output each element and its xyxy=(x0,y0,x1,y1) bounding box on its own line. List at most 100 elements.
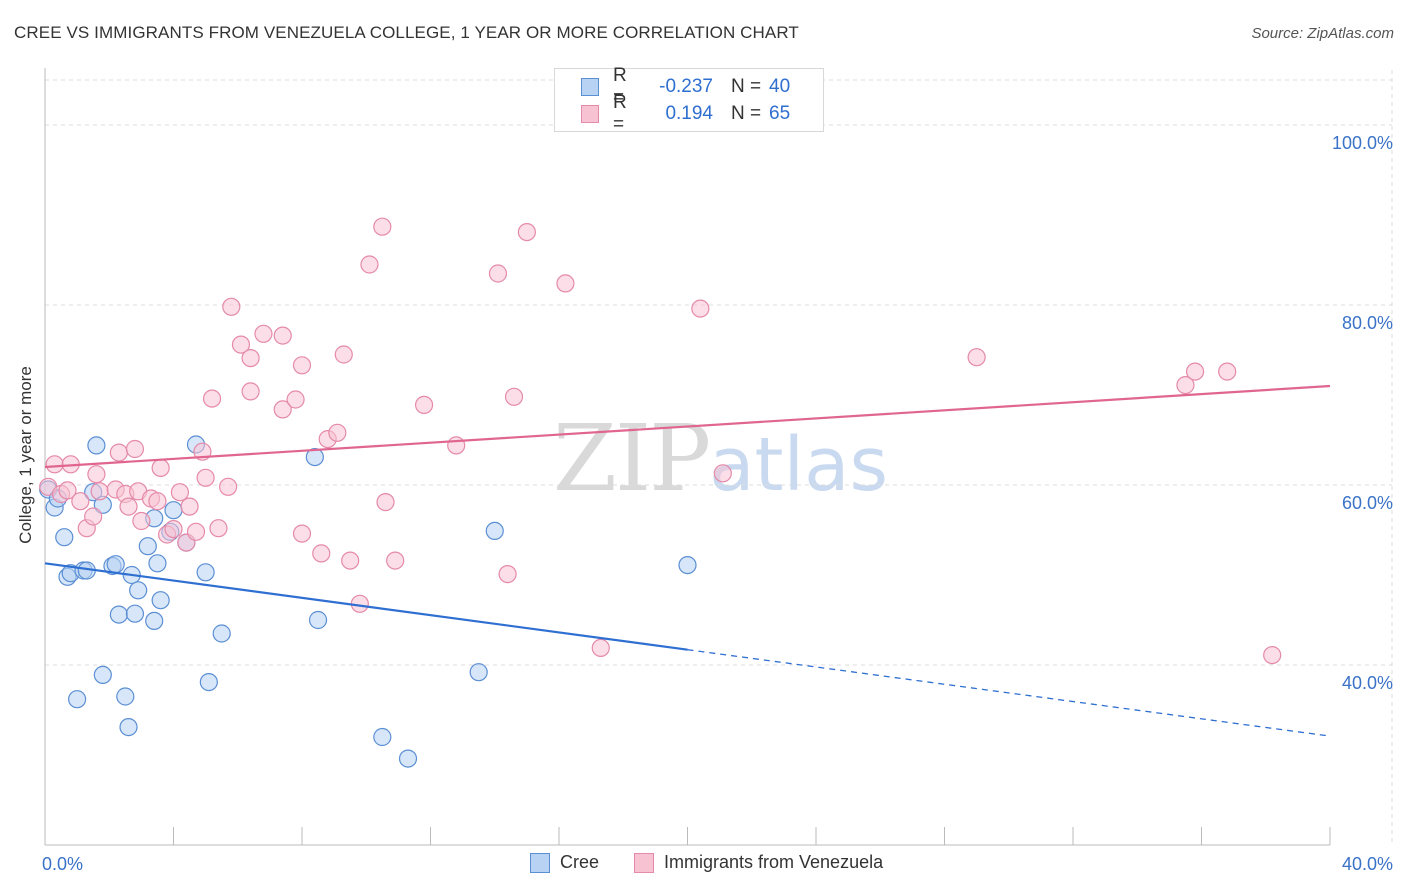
venezuela-point xyxy=(151,458,170,477)
cree-point xyxy=(373,727,392,747)
venezuela-point xyxy=(286,390,305,409)
axis-layer xyxy=(44,68,1331,846)
venezuela-point xyxy=(386,551,405,570)
cree-point xyxy=(87,436,106,455)
venezuela-point xyxy=(376,493,395,512)
venezuela-point xyxy=(71,492,90,511)
watermark-zip: ZIP xyxy=(553,405,711,512)
venezuela-point xyxy=(447,436,466,455)
venezuela-point xyxy=(209,519,228,538)
n-label: N = xyxy=(731,103,762,124)
source-label: Source: ZipAtlas.com xyxy=(1251,25,1394,42)
venezuela-point xyxy=(119,497,138,516)
cree-point xyxy=(145,611,164,631)
cree-trend-line xyxy=(44,562,688,651)
cree-point xyxy=(485,521,504,541)
venezuela-point xyxy=(312,544,331,563)
venezuela-point xyxy=(1263,645,1282,665)
cree-point xyxy=(196,563,215,582)
cree-swatch xyxy=(581,78,599,96)
cree-legend-label: Cree xyxy=(560,852,600,872)
venezuela-point xyxy=(219,477,238,496)
venezuela-legend-swatch xyxy=(634,852,654,873)
grid-layer xyxy=(45,70,1393,845)
n-value: 65 xyxy=(769,103,791,124)
stats-legend: R = -0.237 N = 40 R = 0.194 N = 65 xyxy=(554,65,824,135)
venezuela-legend-label: Immigrants from Venezuela xyxy=(664,852,884,872)
cree-point xyxy=(125,604,145,623)
venezuela-point xyxy=(241,382,260,401)
venezuela-point xyxy=(125,439,145,459)
venezuela-point xyxy=(164,519,183,539)
venezuela-point xyxy=(498,564,517,584)
venezuela-point xyxy=(373,217,392,236)
cree-point xyxy=(129,581,148,600)
cree-point xyxy=(93,665,112,685)
legend-item-cree[interactable]: Cree xyxy=(530,852,599,873)
legend-item-venezuela[interactable]: Immigrants from Venezuela xyxy=(634,852,883,873)
venezuela-point xyxy=(517,223,536,242)
venezuela-point xyxy=(170,483,190,502)
cree-point xyxy=(116,687,135,706)
cree-point xyxy=(398,749,418,768)
cree-point xyxy=(308,610,328,630)
venezuela-point xyxy=(292,356,312,375)
venezuela-point xyxy=(222,297,241,316)
cree-trend-extension xyxy=(687,649,1331,737)
venezuela-point xyxy=(231,335,251,354)
venezuela-point xyxy=(360,255,379,274)
venezuela-point xyxy=(148,492,167,511)
y-tick-label: 40.0% xyxy=(1342,673,1393,693)
venezuela-point xyxy=(58,481,77,500)
cree-point xyxy=(164,501,183,520)
watermark-atlas: atlas xyxy=(709,422,888,508)
cree-point xyxy=(148,554,167,573)
venezuela-point xyxy=(90,482,109,501)
venezuela-point xyxy=(1185,362,1205,381)
venezuela-swatch xyxy=(581,105,599,123)
series-legend: Cree Immigrants from Venezuela xyxy=(0,852,1406,876)
r-label: R = xyxy=(613,92,627,135)
r-value: 0.194 xyxy=(665,103,713,124)
n-value: 40 xyxy=(769,76,791,97)
venezuela-point xyxy=(591,638,610,658)
venezuela-point xyxy=(273,326,292,345)
venezuela-point xyxy=(691,299,710,318)
x-tick-label: 40.0% xyxy=(1342,854,1393,874)
venezuela-point xyxy=(202,389,222,408)
legend-row-cree: R = -0.237 N = 40 xyxy=(581,65,791,108)
venezuela-trend-line xyxy=(44,384,1331,469)
venezuela-point xyxy=(1218,362,1237,381)
cree-point xyxy=(151,591,170,610)
venezuela-point xyxy=(1176,376,1195,395)
venezuela-point xyxy=(713,464,732,483)
cree-point xyxy=(119,717,138,737)
cree-point xyxy=(138,537,157,556)
venezuela-point xyxy=(84,507,103,526)
cree-legend-swatch xyxy=(530,852,550,873)
venezuela-point xyxy=(132,511,151,531)
points-layer xyxy=(39,217,1282,768)
venezuela-point xyxy=(196,468,215,487)
venezuela-point xyxy=(186,522,206,541)
tick-label-layer: 40.0% 60.0% 80.0% 100.0% 0.0% 40.0% xyxy=(42,133,1393,874)
y-axis-label: College, 1 year or more xyxy=(16,366,35,544)
venezuela-point xyxy=(328,423,347,442)
cree-point xyxy=(55,528,74,547)
cree-point xyxy=(106,555,125,574)
cree-point xyxy=(469,663,488,682)
venezuela-point xyxy=(87,465,106,484)
x-tick-label: 0.0% xyxy=(42,854,83,874)
venezuela-point xyxy=(334,345,353,364)
venezuela-point xyxy=(292,524,312,543)
cree-point xyxy=(212,624,231,643)
n-label: N = xyxy=(731,76,762,97)
y-tick-label: 100.0% xyxy=(1332,133,1393,153)
venezuela-point xyxy=(504,387,524,406)
cree-point xyxy=(68,690,87,709)
venezuela-point xyxy=(241,349,260,368)
y-tick-label: 80.0% xyxy=(1342,313,1393,333)
chart-title: CREE VS IMMIGRANTS FROM VENEZUELA COLLEG… xyxy=(14,23,799,42)
venezuela-point xyxy=(414,395,434,414)
